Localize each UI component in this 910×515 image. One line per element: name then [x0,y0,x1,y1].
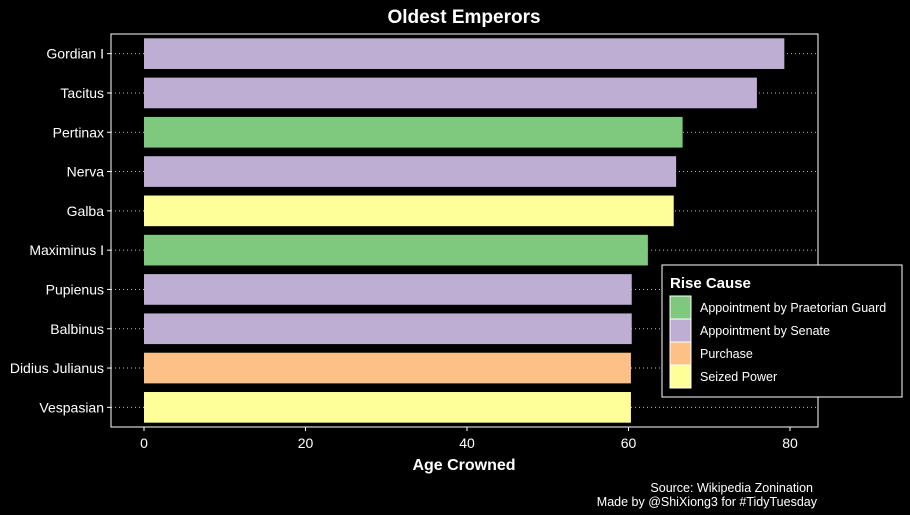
category-label: Tacitus [60,85,104,101]
category-label: Galba [67,203,105,219]
caption-source: Source: Wikipedia Zonination [650,481,813,495]
bar-galba [144,195,674,227]
x-tick-label: 40 [459,435,475,451]
chart-title: Oldest Emperors [387,7,540,28]
category-label: Pertinax [53,124,104,140]
legend-swatch [669,341,692,366]
bar-layer [144,38,785,423]
category-label: Pupienus [46,281,104,297]
category-label: Maximinus I [29,242,104,258]
legend-swatch [669,295,692,320]
legend-swatch [669,364,692,389]
bar-gordian-i [144,38,785,69]
x-tick-label: 60 [621,435,637,451]
category-axis: Gordian I Tacitus Pertinax Nerva Galba Maximi… [10,46,111,415]
legend-title: Rise Cause [670,275,751,292]
legend-label: Seized Power [700,370,777,384]
legend-swatch [669,318,692,343]
x-tick-label: 20 [298,435,314,451]
plot-panel-border [110,33,819,428]
category-label: Nerva [67,164,105,180]
category-label: Vespasian [39,399,104,415]
bar-balbinus [144,313,632,345]
bar-didius-julianus [144,352,631,384]
caption-credit: Made by @ShiXiong3 for #TidyTuesday [597,495,818,509]
x-axis-title: Age Crowned [412,457,515,474]
legend-box [661,264,903,398]
x-tick-label: 0 [140,435,148,451]
category-label: Didius Julianus [10,360,104,376]
legend-label: Purchase [700,347,753,361]
legend-label: Appointment by Senate [700,324,830,338]
x-tick-label: 80 [782,435,798,451]
legend: Rise Cause Appointment by Praetorian Gua… [661,264,903,398]
bar-nerva [144,156,677,187]
bar-tacitus [144,77,757,109]
bar-maximinus-i [144,234,648,266]
bar-pertinax [144,116,683,148]
value-axis: 0 20 40 60 80 [140,427,798,451]
category-label: Balbinus [50,321,104,337]
bar-pupienus [144,274,632,305]
category-label: Gordian I [46,46,104,62]
legend-label: Appointment by Praetorian Guard [700,301,886,315]
legend-items: Appointment by Praetorian Guard Appointme… [669,295,886,389]
bar-vespasian [144,392,631,423]
